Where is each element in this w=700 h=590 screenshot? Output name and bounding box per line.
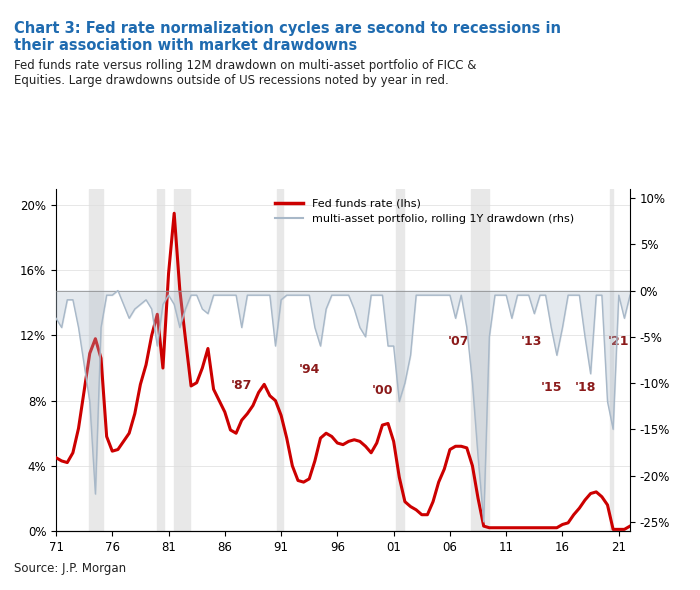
Legend: Fed funds rate (lhs), multi-asset portfolio, rolling 1Y drawdown (rhs): Fed funds rate (lhs), multi-asset portfo… [271, 194, 578, 229]
Bar [89, 189, 104, 531]
Text: Fed funds rate versus rolling 12M drawdown on multi-asset portfolio of FICC &
Eq: Fed funds rate versus rolling 12M drawdo… [14, 59, 477, 87]
Text: '87: '87 [231, 379, 253, 392]
Text: their association with market drawdowns: their association with market drawdowns [14, 38, 357, 53]
Text: '15: '15 [540, 381, 562, 394]
Bar [610, 189, 613, 531]
Text: Chart 3: Fed rate normalization cycles are second to recessions in: Chart 3: Fed rate normalization cycles a… [14, 21, 561, 35]
Text: Source: J.P. Morgan: Source: J.P. Morgan [14, 562, 126, 575]
Text: '00: '00 [372, 384, 393, 398]
Text: '21: '21 [608, 336, 629, 349]
Bar [174, 189, 190, 531]
Text: '07: '07 [448, 336, 470, 349]
Bar [276, 189, 284, 531]
Bar [158, 189, 164, 531]
Text: '18: '18 [574, 381, 596, 394]
Text: '13: '13 [520, 336, 542, 349]
Bar [396, 189, 404, 531]
Text: '94: '94 [298, 363, 320, 376]
Bar [471, 189, 489, 531]
